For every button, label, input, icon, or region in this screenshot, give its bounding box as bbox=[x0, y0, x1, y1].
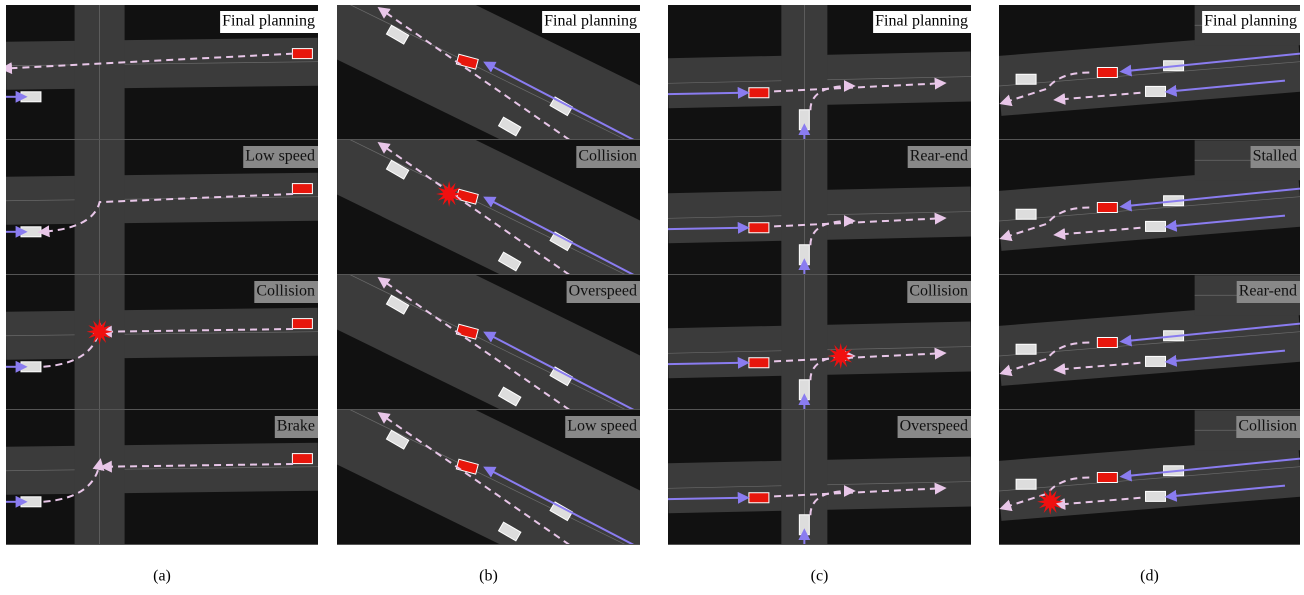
scenario-label: Collision bbox=[1238, 418, 1297, 435]
scenario-label: Collision bbox=[256, 283, 315, 300]
other-car bbox=[21, 497, 41, 507]
other-car bbox=[1016, 344, 1036, 354]
other-car bbox=[1146, 491, 1166, 501]
other-car bbox=[21, 227, 41, 237]
scene-panel: Collision bbox=[6, 275, 318, 410]
scene-panel: Overspeed bbox=[337, 268, 640, 417]
scenario-label: Stalled bbox=[1253, 148, 1297, 165]
scenario-label: Collision bbox=[909, 283, 968, 300]
scene-panel: Stalled bbox=[999, 140, 1300, 275]
ego-car bbox=[1097, 473, 1117, 483]
scenario-label: Low speed bbox=[567, 418, 637, 435]
scenario-label: Brake bbox=[277, 418, 315, 435]
scenario-label: Rear-end bbox=[910, 148, 968, 165]
scene-panel: Overspeed bbox=[668, 410, 971, 545]
history-path bbox=[668, 498, 744, 499]
ego-car bbox=[749, 88, 769, 98]
scenario-label: Overspeed bbox=[900, 418, 968, 435]
other-car bbox=[799, 245, 809, 265]
scenario-label: Rear-end bbox=[1239, 283, 1297, 300]
column-caption: (b) bbox=[479, 568, 498, 585]
history-path bbox=[668, 363, 744, 364]
scenario-label: Low speed bbox=[245, 148, 315, 165]
ego-car bbox=[292, 319, 312, 329]
column-caption: (a) bbox=[153, 568, 171, 585]
scene-panel: Final planning bbox=[6, 5, 318, 140]
scene-panel: Rear-end bbox=[668, 140, 971, 275]
ego-car bbox=[292, 49, 312, 59]
figure: Final planning Low speed Collision Brake (a)… bbox=[0, 0, 1304, 590]
ego-car bbox=[1097, 203, 1117, 213]
ego-car bbox=[749, 358, 769, 368]
scene-panel: Low speed bbox=[6, 140, 318, 275]
column-caption: (d) bbox=[1140, 568, 1159, 585]
scene-panel: Collision bbox=[337, 133, 640, 282]
other-car bbox=[799, 515, 809, 535]
other-car bbox=[1146, 221, 1166, 231]
other-car bbox=[1146, 356, 1166, 366]
scenario-label: Final planning bbox=[222, 13, 315, 30]
scene-panel: Collision bbox=[668, 275, 971, 410]
column-caption: (c) bbox=[811, 568, 829, 585]
ego-car bbox=[292, 184, 312, 194]
history-path bbox=[668, 228, 744, 229]
scenario-label: Final planning bbox=[875, 13, 968, 30]
other-car bbox=[799, 380, 809, 400]
scenario-label: Final planning bbox=[544, 13, 637, 30]
scenario-label: Overspeed bbox=[569, 283, 637, 300]
ego-car bbox=[1097, 338, 1117, 348]
other-car bbox=[21, 92, 41, 102]
other-car bbox=[1016, 74, 1036, 84]
scene-panel: Final planning bbox=[999, 5, 1300, 140]
ego-car bbox=[292, 454, 312, 464]
scene-panel: Collision bbox=[999, 410, 1300, 545]
scene-panel: Rear-end bbox=[999, 275, 1300, 410]
other-car bbox=[799, 110, 809, 130]
other-car bbox=[1016, 479, 1036, 489]
scene-panel: Low speed bbox=[337, 403, 640, 552]
scenario-label: Final planning bbox=[1204, 13, 1297, 30]
scene-panel: Final planning bbox=[337, 0, 640, 147]
history-path bbox=[668, 93, 744, 94]
other-car bbox=[1016, 209, 1036, 219]
scene-panel: Brake bbox=[6, 410, 318, 545]
ego-car bbox=[749, 493, 769, 503]
scenario-label: Collision bbox=[578, 148, 637, 165]
scene-panel: Final planning bbox=[668, 5, 971, 140]
ego-car bbox=[749, 223, 769, 233]
other-car bbox=[21, 362, 41, 372]
ego-car bbox=[1097, 68, 1117, 78]
other-car bbox=[1146, 86, 1166, 96]
